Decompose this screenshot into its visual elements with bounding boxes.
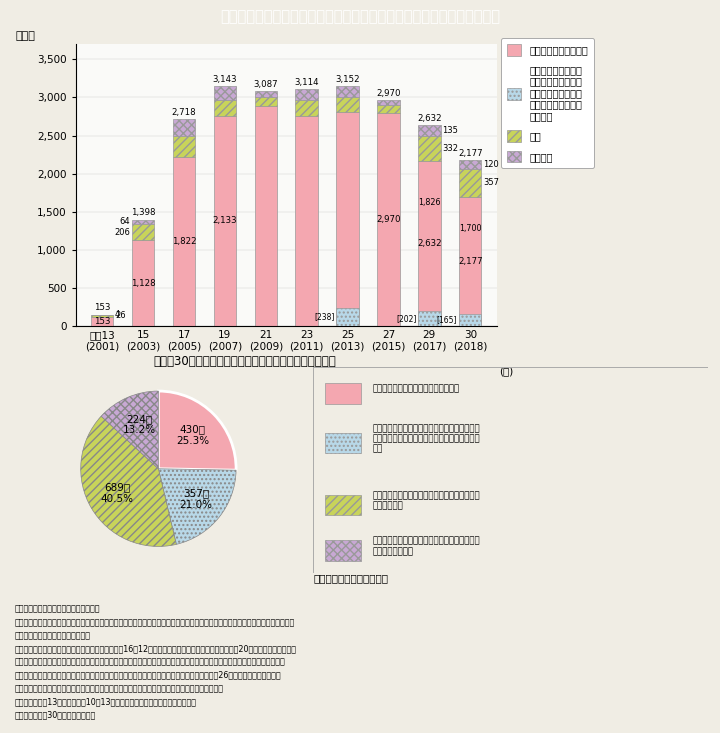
Bar bbox=[91, 317, 114, 326]
Bar bbox=[459, 160, 482, 169]
Text: 357: 357 bbox=[483, 178, 499, 188]
Bar bbox=[173, 157, 195, 326]
Text: 26: 26 bbox=[115, 312, 126, 320]
FancyBboxPatch shape bbox=[325, 432, 361, 453]
Text: 1,700: 1,700 bbox=[459, 224, 482, 233]
Text: 被害者に関する保護命令と「子への接近禁止命
令」及び「親族等への接近禁止命令」が同時に
発令: 被害者に関する保護命令と「子への接近禁止命 令」及び「親族等への接近禁止命令」が… bbox=[372, 424, 480, 454]
Text: 689件
40.5%: 689件 40.5% bbox=[100, 482, 133, 504]
Text: 224件
13.2%: 224件 13.2% bbox=[122, 414, 156, 435]
Bar bbox=[336, 97, 359, 112]
Text: ４．年13年値は，同年10月13日の配偶者暴力防止法施行以降の件数。: ４．年13年値は，同年10月13日の配偶者暴力防止法施行以降の件数。 bbox=[14, 697, 197, 706]
Text: 2,133: 2,133 bbox=[212, 216, 237, 226]
Wedge shape bbox=[158, 391, 236, 470]
Bar bbox=[336, 112, 359, 326]
Bar bbox=[91, 314, 114, 317]
Text: 2,177: 2,177 bbox=[458, 257, 482, 266]
Bar bbox=[173, 136, 195, 157]
Text: [238]: [238] bbox=[315, 312, 335, 322]
Bar bbox=[336, 86, 359, 97]
Text: 153: 153 bbox=[94, 303, 110, 312]
Bar bbox=[132, 220, 154, 224]
Bar bbox=[173, 119, 195, 136]
Bar bbox=[459, 169, 482, 196]
FancyBboxPatch shape bbox=[325, 540, 361, 561]
Bar bbox=[254, 97, 277, 106]
Legend: 認容（保護命令発令）, 認容のうち，生活の
本拠を共にする交際
相手からの暴力の被
害者からの申立てに
よるもの, 却下, 取下げ等: 認容（保護命令発令）, 認容のうち，生活の 本拠を共にする交際 相手からの暴力の… bbox=[501, 38, 594, 169]
Bar bbox=[214, 100, 236, 116]
Text: 1,128: 1,128 bbox=[131, 279, 156, 287]
Text: 3,143: 3,143 bbox=[212, 75, 237, 84]
Bar bbox=[418, 161, 441, 326]
Text: 2,970: 2,970 bbox=[376, 215, 401, 224]
Wedge shape bbox=[81, 416, 176, 546]
Text: Ｉ－６－６図　配偶者暴力等に関する保護命令事件の処理状況等の推移: Ｉ－６－６図 配偶者暴力等に関する保護命令事件の処理状況等の推移 bbox=[220, 9, 500, 24]
Bar bbox=[295, 100, 318, 117]
Text: を共にする交際相手からの暴力及びその被害者についても，法の適用対象となった。: を共にする交際相手からの暴力及びその被害者についても，法の適用対象となった。 bbox=[14, 684, 223, 693]
Bar bbox=[459, 196, 482, 326]
Text: 2,970: 2,970 bbox=[376, 89, 401, 97]
Text: ５．年30年値は，速報値。: ５．年30年値は，速報値。 bbox=[14, 710, 96, 719]
Bar bbox=[377, 113, 400, 326]
Wedge shape bbox=[158, 469, 236, 545]
Text: 3,087: 3,087 bbox=[253, 80, 278, 89]
Bar bbox=[418, 136, 441, 161]
Text: 回付等の事案を含む。: 回付等の事案を含む。 bbox=[14, 631, 91, 640]
Text: 2,718: 2,718 bbox=[171, 108, 197, 117]
Text: [165]: [165] bbox=[437, 315, 457, 325]
Bar bbox=[418, 311, 441, 326]
Bar bbox=[295, 117, 318, 326]
Text: 「被害者に関する保護命令」のみ発令: 「被害者に関する保護命令」のみ発令 bbox=[372, 385, 459, 394]
Text: ２．「認容」には，一部認容の事案を含む。「却下」には，一部却下一部取下げの事案を含む。「取下げ等」には，移送，: ２．「認容」には，一部認容の事案を含む。「却下」には，一部却下一部取下げの事案を… bbox=[14, 618, 294, 627]
Text: 2,632: 2,632 bbox=[417, 114, 441, 123]
Text: 64: 64 bbox=[120, 218, 130, 226]
Bar bbox=[254, 91, 277, 97]
Text: 1,826: 1,826 bbox=[418, 198, 441, 207]
Text: 3,152: 3,152 bbox=[336, 75, 360, 84]
Wedge shape bbox=[102, 391, 158, 469]
Text: [202]: [202] bbox=[396, 314, 416, 323]
FancyBboxPatch shape bbox=[325, 495, 361, 515]
Bar bbox=[377, 100, 400, 105]
Text: （上段：件数，下段：％）: （上段：件数，下段：％） bbox=[313, 573, 388, 583]
Text: 被害者に関する保護命令と「親族等への接近禁
止命令」のみ発令: 被害者に関する保護命令と「親族等への接近禁 止命令」のみ発令 bbox=[372, 537, 480, 556]
Text: （備考）１．最高裁判所資料より作成。: （備考）１．最高裁判所資料より作成。 bbox=[14, 605, 100, 614]
Text: 332: 332 bbox=[442, 144, 458, 153]
Text: 4: 4 bbox=[115, 310, 120, 319]
Text: 206: 206 bbox=[114, 228, 130, 237]
Text: 3,114: 3,114 bbox=[294, 78, 319, 86]
Bar bbox=[132, 224, 154, 240]
Bar bbox=[214, 116, 236, 326]
Bar bbox=[377, 105, 400, 113]
Text: ＜平成30年における認容（保護命令発令）件数の内訳＞: ＜平成30年における認容（保護命令発令）件数の内訳＞ bbox=[153, 355, 336, 368]
Text: ３．配偶者暴力防止法の改正により，平成16帔12月に「子への接近禁止命令」制度が，平成20年１月に「電話等禁止: ３．配偶者暴力防止法の改正により，平成16帔12月に「子への接近禁止命令」制度が… bbox=[14, 644, 297, 653]
Bar bbox=[132, 240, 154, 326]
Bar bbox=[295, 89, 318, 100]
Text: (年): (年) bbox=[499, 366, 513, 377]
Bar bbox=[254, 106, 277, 326]
Y-axis label: （件）: （件） bbox=[15, 32, 35, 41]
Bar bbox=[418, 125, 441, 136]
Text: 1,822: 1,822 bbox=[171, 237, 197, 246]
Text: 1,398: 1,398 bbox=[131, 208, 156, 218]
Text: 153: 153 bbox=[94, 317, 110, 326]
FancyBboxPatch shape bbox=[325, 383, 361, 404]
Text: 120: 120 bbox=[483, 161, 499, 169]
Bar bbox=[459, 314, 482, 326]
Text: 令と同時に又は被害者への接近禁止命令が発令された後に発令される。さらに，年26年１月より，生活の本拠: 令と同時に又は被害者への接近禁止命令が発令された後に発令される。さらに，年26年… bbox=[14, 671, 281, 679]
Bar bbox=[336, 308, 359, 326]
Bar bbox=[214, 86, 236, 100]
Text: 430件
25.3%: 430件 25.3% bbox=[176, 424, 210, 446]
Text: 命令」制度及び「親族等への接近禁止命令」制度がそれぞれ新設された。これらの命令は，被害者への接近禁止命: 命令」制度及び「親族等への接近禁止命令」制度がそれぞれ新設された。これらの命令は… bbox=[14, 658, 285, 666]
Text: 357件
21.0%: 357件 21.0% bbox=[179, 488, 212, 509]
Text: 2,632: 2,632 bbox=[417, 239, 441, 248]
Text: 135: 135 bbox=[442, 126, 458, 135]
Text: 2,177: 2,177 bbox=[458, 149, 482, 158]
Text: 被害者に関する保護命令と「子への接近禁止命
令」のみ発令: 被害者に関する保護命令と「子への接近禁止命 令」のみ発令 bbox=[372, 491, 480, 511]
